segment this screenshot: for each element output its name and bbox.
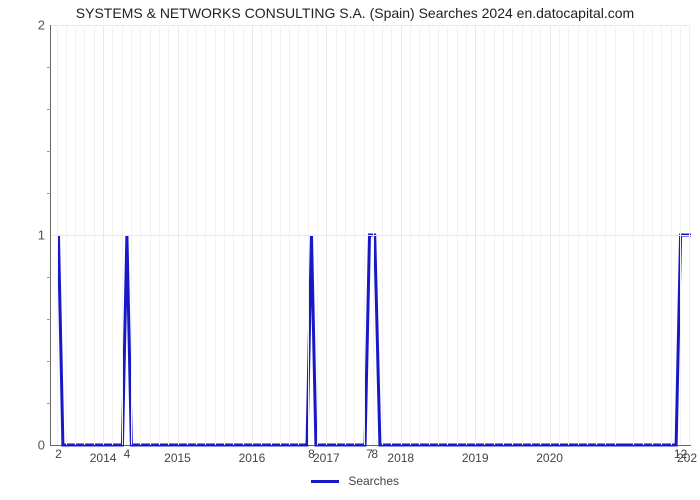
vgrid-minor bbox=[540, 25, 541, 445]
vgrid-minor bbox=[298, 25, 299, 445]
vgrid-minor bbox=[271, 25, 272, 445]
plot-area: 0122014201520162017201820192020202248781… bbox=[50, 25, 691, 446]
vgrid-minor bbox=[140, 25, 141, 445]
vgrid-minor bbox=[587, 25, 588, 445]
legend-label: Searches bbox=[348, 474, 399, 488]
vgrid-minor bbox=[643, 25, 644, 445]
vgrid-minor bbox=[447, 25, 448, 445]
vgrid-minor bbox=[512, 25, 513, 445]
vgrid-minor bbox=[308, 25, 309, 445]
y-minor-tick bbox=[47, 361, 51, 362]
data-point-label: 2 bbox=[55, 445, 62, 461]
vgrid-minor bbox=[280, 25, 281, 445]
y-minor-tick bbox=[47, 277, 51, 278]
x-year-label: 2016 bbox=[239, 445, 266, 465]
vgrid-minor bbox=[75, 25, 76, 445]
legend-swatch bbox=[311, 480, 339, 483]
vgrid bbox=[550, 25, 551, 445]
vgrid bbox=[401, 25, 402, 445]
vgrid-minor bbox=[168, 25, 169, 445]
vgrid-minor bbox=[429, 25, 430, 445]
y-minor-tick bbox=[47, 151, 51, 152]
vgrid-minor bbox=[615, 25, 616, 445]
vgrid-minor bbox=[522, 25, 523, 445]
vgrid bbox=[178, 25, 179, 445]
vgrid-minor bbox=[131, 25, 132, 445]
x-year-label: 2014 bbox=[90, 445, 117, 465]
vgrid-minor bbox=[494, 25, 495, 445]
vgrid-minor bbox=[289, 25, 290, 445]
data-point-label: 8 bbox=[371, 445, 378, 461]
vgrid-minor bbox=[84, 25, 85, 445]
vgrid-minor bbox=[317, 25, 318, 445]
vgrid-minor bbox=[503, 25, 504, 445]
y-tick-label: 1 bbox=[38, 228, 51, 243]
vgrid-minor bbox=[187, 25, 188, 445]
hgrid bbox=[51, 235, 691, 236]
x-year-label: 2019 bbox=[462, 445, 489, 465]
vgrid-minor bbox=[438, 25, 439, 445]
vgrid-minor bbox=[578, 25, 579, 445]
vgrid-minor bbox=[205, 25, 206, 445]
vgrid-minor bbox=[150, 25, 151, 445]
vgrid bbox=[326, 25, 327, 445]
vgrid-minor bbox=[466, 25, 467, 445]
y-minor-tick bbox=[47, 403, 51, 404]
vgrid-minor bbox=[484, 25, 485, 445]
vgrid-minor bbox=[652, 25, 653, 445]
y-minor-tick bbox=[47, 67, 51, 68]
vgrid-minor bbox=[354, 25, 355, 445]
data-point-label: 8 bbox=[308, 445, 315, 461]
vgrid-minor bbox=[410, 25, 411, 445]
data-point-label: 4 bbox=[124, 445, 131, 461]
chart-container: SYSTEMS & NETWORKS CONSULTING S.A. (Spai… bbox=[20, 5, 690, 495]
vgrid-minor bbox=[112, 25, 113, 445]
vgrid-minor bbox=[57, 25, 58, 445]
x-year-label: 2020 bbox=[536, 445, 563, 465]
vgrid-minor bbox=[261, 25, 262, 445]
data-point-label: 12 bbox=[674, 445, 687, 461]
vgrid-minor bbox=[373, 25, 374, 445]
y-tick-label: 2 bbox=[38, 18, 51, 33]
vgrid-minor bbox=[215, 25, 216, 445]
vgrid-minor bbox=[671, 25, 672, 445]
y-minor-tick bbox=[47, 319, 51, 320]
vgrid bbox=[252, 25, 253, 445]
vgrid-minor bbox=[336, 25, 337, 445]
vgrid-minor bbox=[633, 25, 634, 445]
vgrid-minor bbox=[391, 25, 392, 445]
y-minor-tick bbox=[47, 109, 51, 110]
vgrid-minor bbox=[122, 25, 123, 445]
hgrid bbox=[51, 25, 691, 26]
chart-title: SYSTEMS & NETWORKS CONSULTING S.A. (Spai… bbox=[20, 5, 690, 21]
vgrid bbox=[475, 25, 476, 445]
vgrid-minor bbox=[568, 25, 569, 445]
x-year-label: 2018 bbox=[387, 445, 414, 465]
vgrid-minor bbox=[382, 25, 383, 445]
vgrid-minor bbox=[419, 25, 420, 445]
legend: Searches bbox=[20, 474, 690, 488]
vgrid-minor bbox=[605, 25, 606, 445]
y-minor-tick bbox=[47, 193, 51, 194]
vgrid-minor bbox=[457, 25, 458, 445]
vgrid-minor bbox=[243, 25, 244, 445]
vgrid-minor bbox=[345, 25, 346, 445]
vgrid-minor bbox=[531, 25, 532, 445]
vgrid-minor bbox=[364, 25, 365, 445]
vgrid bbox=[103, 25, 104, 445]
vgrid-minor bbox=[159, 25, 160, 445]
vgrid-minor bbox=[689, 25, 690, 445]
vgrid-minor bbox=[224, 25, 225, 445]
vgrid-minor bbox=[559, 25, 560, 445]
vgrid-minor bbox=[233, 25, 234, 445]
vgrid-minor bbox=[661, 25, 662, 445]
vgrid-minor bbox=[680, 25, 681, 445]
vgrid-minor bbox=[596, 25, 597, 445]
x-year-label: 2015 bbox=[164, 445, 191, 465]
x-year-label: 2017 bbox=[313, 445, 340, 465]
vgrid-minor bbox=[196, 25, 197, 445]
vgrid-minor bbox=[94, 25, 95, 445]
vgrid-minor bbox=[66, 25, 67, 445]
y-tick-label: 0 bbox=[38, 438, 51, 453]
